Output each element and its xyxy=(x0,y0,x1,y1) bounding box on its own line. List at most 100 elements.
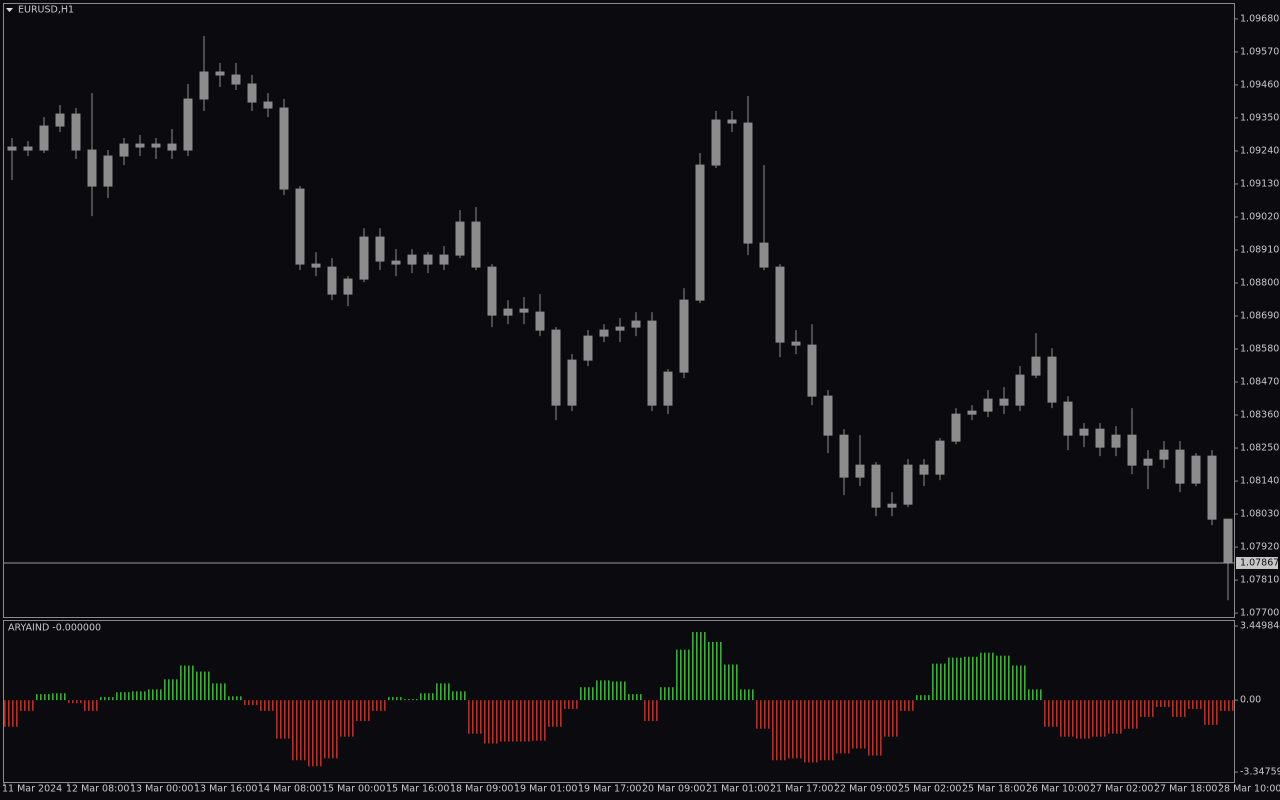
histogram-bar xyxy=(628,694,644,701)
indicator-title: ARYAIND -0.000000 xyxy=(8,623,101,634)
histogram-bar xyxy=(148,689,164,701)
x-tick-label: 27 Mar 18:00 xyxy=(1154,784,1217,795)
x-tick-label: 15 Mar 00:00 xyxy=(322,784,385,795)
histogram-bar xyxy=(340,700,356,737)
candle-body xyxy=(247,83,257,103)
candle-body xyxy=(455,221,465,256)
y-tick-label: 1.09130 xyxy=(1240,178,1279,189)
histogram-bar xyxy=(1156,700,1172,708)
candle-body xyxy=(151,143,161,148)
candle-body xyxy=(1191,455,1201,484)
y-tick-label: 1.08030 xyxy=(1240,509,1279,520)
y-tick-label: -3.347594 xyxy=(1240,767,1280,778)
current-price-label: 1.07867 xyxy=(1240,557,1279,568)
candle-body xyxy=(631,320,641,328)
y-tick-label: 1.07810 xyxy=(1240,575,1279,586)
histogram-bar xyxy=(916,695,932,701)
histogram-bar xyxy=(244,700,260,706)
y-tick-label: 1.07700 xyxy=(1240,608,1279,619)
candle-body xyxy=(487,266,497,316)
x-tick-label: 19 Mar 17:00 xyxy=(578,784,641,795)
x-tick-label: 28 Mar 10:00 xyxy=(1218,784,1280,795)
symbol-menu-icon[interactable] xyxy=(6,8,13,12)
y-tick-label: 1.08800 xyxy=(1240,277,1279,288)
candle-body xyxy=(871,464,881,508)
candle-body xyxy=(967,410,977,415)
candle-body xyxy=(1175,449,1185,484)
histogram-bar xyxy=(548,700,564,727)
histogram-bar xyxy=(788,700,804,759)
histogram-bar xyxy=(1076,700,1092,739)
y-tick-label: 1.08250 xyxy=(1240,443,1279,454)
histogram-bar xyxy=(532,700,548,741)
candle-body xyxy=(1159,449,1169,460)
x-tick-label: 20 Mar 09:00 xyxy=(642,784,705,795)
histogram-bar xyxy=(1108,700,1124,734)
x-tick-label: 11 Mar 2024 xyxy=(2,784,62,795)
y-tick-label: 1.09570 xyxy=(1240,46,1279,57)
histogram-bar xyxy=(36,694,52,701)
candle-body xyxy=(711,119,721,166)
candle-body xyxy=(647,320,657,406)
histogram-bar xyxy=(516,700,532,742)
histogram-bar xyxy=(804,700,820,763)
histogram-bar xyxy=(884,700,900,737)
candle-body xyxy=(55,113,65,127)
histogram-bar xyxy=(20,700,36,711)
histogram-bar xyxy=(1092,700,1108,737)
histogram-bar xyxy=(132,691,148,701)
histogram-bar xyxy=(580,687,596,701)
histogram-bar xyxy=(964,656,980,701)
candle-body xyxy=(855,464,865,478)
histogram-bar xyxy=(1060,700,1076,737)
histogram-bar xyxy=(900,700,916,711)
candle-body xyxy=(679,299,689,373)
histogram-bar xyxy=(980,652,996,701)
histogram-bar xyxy=(324,700,340,759)
candle-body xyxy=(1207,455,1217,520)
histogram-bar xyxy=(84,700,100,711)
candle-body xyxy=(1111,434,1121,448)
chart-title: EURUSD,H1 xyxy=(18,5,74,16)
histogram-bar xyxy=(292,700,308,761)
candle-body xyxy=(103,155,113,187)
candle-body xyxy=(951,413,961,442)
histogram-bar xyxy=(484,700,500,744)
histogram-bar xyxy=(708,641,724,701)
candle-body xyxy=(887,503,897,508)
histogram-bar xyxy=(164,679,180,701)
current-price-box xyxy=(1236,556,1278,569)
histogram-bar xyxy=(452,691,468,701)
histogram-bar xyxy=(1204,700,1220,725)
histogram-bar xyxy=(420,693,436,701)
candle-body xyxy=(71,113,81,151)
candle-body xyxy=(183,98,193,151)
x-tick-label: 21 Mar 17:00 xyxy=(770,784,833,795)
candle-body xyxy=(567,359,577,406)
candle-body xyxy=(359,236,369,280)
y-tick-label: 1.08360 xyxy=(1240,410,1279,421)
histogram-bar xyxy=(260,700,276,711)
candle-body xyxy=(7,146,17,151)
histogram-bar xyxy=(868,700,884,756)
candle-body xyxy=(759,242,769,268)
candle-body xyxy=(135,143,145,148)
y-tick-label: 1.08140 xyxy=(1240,476,1279,487)
y-tick-label: 1.08470 xyxy=(1240,377,1279,388)
candle-body xyxy=(199,71,209,100)
candle-body xyxy=(727,119,737,124)
histogram-bar xyxy=(1044,700,1060,727)
candle-body xyxy=(983,398,993,412)
candle-body xyxy=(231,74,241,85)
candle-body xyxy=(23,146,33,151)
candle-body xyxy=(519,308,529,313)
histogram-bar xyxy=(1012,665,1028,701)
y-tick-label: 1.09680 xyxy=(1240,13,1279,24)
x-tick-label: 21 Mar 01:00 xyxy=(706,784,769,795)
histogram-bar xyxy=(932,663,948,701)
candle-body xyxy=(791,341,801,346)
histogram-bar xyxy=(388,697,404,701)
histogram-bar xyxy=(356,700,372,721)
y-tick-label: 1.09020 xyxy=(1240,211,1279,222)
